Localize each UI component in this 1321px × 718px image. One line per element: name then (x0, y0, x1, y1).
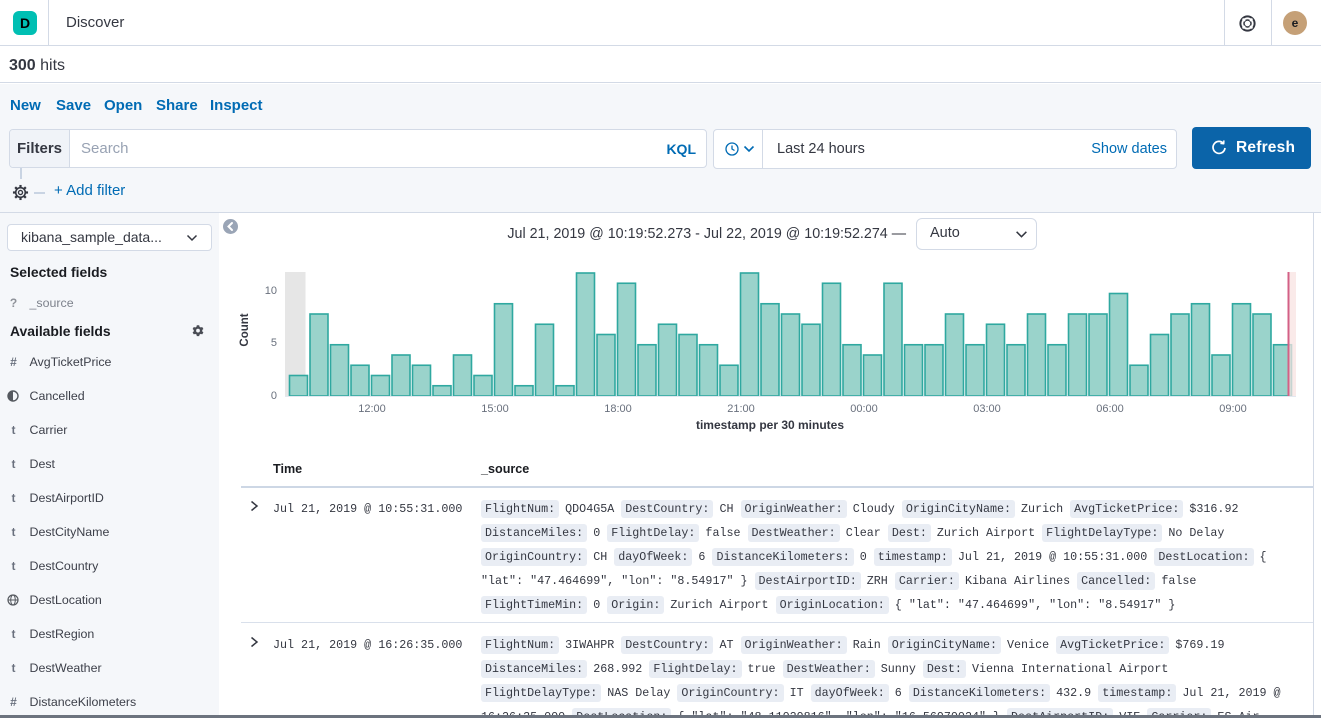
svg-text:Count: Count (239, 313, 251, 346)
svg-text:5: 5 (271, 337, 277, 349)
svg-text:21:00: 21:00 (727, 403, 755, 415)
svg-text:12:00: 12:00 (358, 403, 386, 415)
svg-text:0: 0 (271, 390, 277, 402)
svg-text:10: 10 (265, 285, 277, 297)
svg-text:09:00: 09:00 (1219, 403, 1247, 415)
svg-text:15:00: 15:00 (481, 403, 509, 415)
svg-text:03:00: 03:00 (973, 403, 1001, 415)
svg-text:timestamp per 30 minutes: timestamp per 30 minutes (696, 418, 844, 432)
svg-text:00:00: 00:00 (850, 403, 878, 415)
svg-text:18:00: 18:00 (604, 403, 632, 415)
svg-text:06:00: 06:00 (1096, 403, 1124, 415)
